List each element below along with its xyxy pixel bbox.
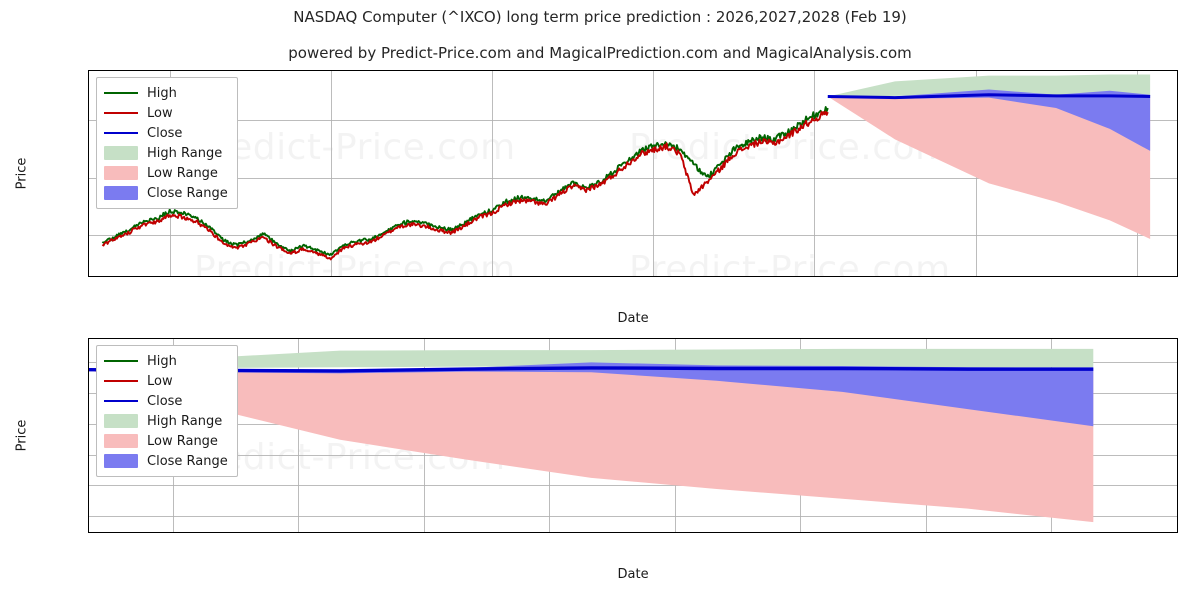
- legend-swatch-line-icon: [104, 86, 138, 100]
- legend-item-label: High Range: [147, 413, 223, 429]
- close-forecast-line: [89, 366, 1094, 373]
- legend-item-high-range[interactable]: High Range: [104, 411, 228, 431]
- x-gridline: [330, 71, 332, 276]
- close-forecast-line: [827, 93, 1151, 100]
- y-gridline: [89, 235, 1177, 237]
- series-layer: [101, 74, 1151, 261]
- legend-item-label: Close Range: [147, 185, 228, 201]
- low-range-band: [89, 369, 1094, 523]
- legend-swatch-patch-icon: [104, 166, 138, 180]
- legend-item-label: Close: [147, 393, 183, 409]
- legend-item-low[interactable]: Low: [104, 371, 228, 391]
- x-gridline: [298, 339, 300, 532]
- x-gridline: [653, 71, 655, 276]
- legend-item-close-range[interactable]: Close Range: [104, 183, 228, 203]
- overview-y-axis-title: Price: [14, 157, 30, 190]
- series-layer: [89, 348, 1094, 523]
- legend-item-low-range[interactable]: Low Range: [104, 163, 228, 183]
- chart-legend[interactable]: High Low Close High Range Low Range Close Ran…: [96, 345, 238, 477]
- legend-item-label: High: [147, 353, 177, 369]
- legend-item-label: Low Range: [147, 433, 218, 449]
- page-title: NASDAQ Computer (^IXCO) long term price …: [293, 8, 907, 26]
- high-range-band: [89, 348, 1094, 370]
- low-price-line: [101, 110, 829, 261]
- legend-swatch-line-icon: [104, 126, 138, 140]
- y-gridline: [89, 177, 1177, 179]
- legend-item-label: Low: [147, 105, 173, 121]
- legend-item-label: High Range: [147, 145, 223, 161]
- legend-swatch-line-icon: [104, 106, 138, 120]
- legend-item-label: Close: [147, 125, 183, 141]
- legend-swatch-patch-icon: [104, 186, 138, 200]
- y-gridline: [89, 119, 1177, 121]
- close-range-band: [827, 89, 1151, 151]
- legend-swatch-line-icon: [104, 354, 138, 368]
- y-gridline: [89, 485, 1177, 487]
- legend-swatch-patch-icon: [104, 414, 138, 428]
- legend-item-high[interactable]: High: [104, 351, 228, 371]
- legend-item-label: High: [147, 85, 177, 101]
- legend-swatch-patch-icon: [104, 454, 138, 468]
- legend-item-high-range[interactable]: High Range: [104, 143, 228, 163]
- x-gridline: [814, 71, 816, 276]
- legend-item-close[interactable]: Close: [104, 123, 228, 143]
- legend-swatch-patch-icon: [104, 434, 138, 448]
- y-gridline: [89, 516, 1177, 518]
- overview-plot-area: Predict-Price.comPredict-Price.comPredic…: [89, 71, 1177, 276]
- high-range-band: [827, 74, 1151, 97]
- forecast-detail-chart-panel: Predict-Price.comPredict-Price.com100001…: [88, 338, 1178, 533]
- legend-item-label: Low Range: [147, 165, 218, 181]
- legend-item-label: Close Range: [147, 453, 228, 469]
- legend-item-low[interactable]: Low: [104, 103, 228, 123]
- legend-swatch-patch-icon: [104, 146, 138, 160]
- legend-item-close[interactable]: Close: [104, 391, 228, 411]
- legend-swatch-line-icon: [104, 394, 138, 408]
- close-range-band: [89, 362, 1094, 427]
- legend-item-label: Low: [147, 373, 173, 389]
- forecast-detail-x-axis-title: Date: [617, 567, 649, 582]
- forecast-detail-y-axis-title: Price: [14, 419, 30, 452]
- overview-x-axis-title: Date: [617, 311, 649, 326]
- high-price-line: [101, 106, 829, 257]
- x-gridline: [491, 71, 493, 276]
- page-subtitle: powered by Predict-Price.com and Magical…: [288, 44, 912, 62]
- legend-swatch-line-icon: [104, 374, 138, 388]
- low-range-band: [827, 96, 1151, 239]
- legend-item-low-range[interactable]: Low Range: [104, 431, 228, 451]
- forecast-detail-plot-area: Predict-Price.comPredict-Price.com100001…: [89, 339, 1177, 532]
- overview-chart-panel: Predict-Price.comPredict-Price.comPredic…: [88, 70, 1178, 277]
- legend-item-close-range[interactable]: Close Range: [104, 451, 228, 471]
- chart-legend[interactable]: High Low Close High Range Low Range Close Ran…: [96, 77, 238, 209]
- legend-item-high[interactable]: High: [104, 83, 228, 103]
